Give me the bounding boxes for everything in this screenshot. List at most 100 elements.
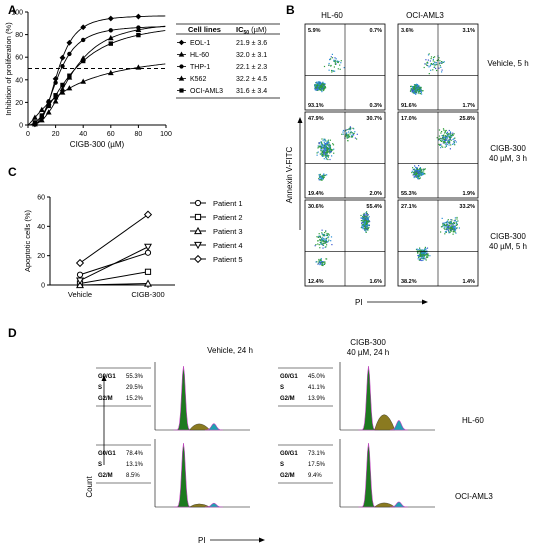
- event-dot: [329, 152, 331, 154]
- event-dot: [456, 221, 458, 223]
- panel-c-y-label: Apoptotic cells (%): [23, 209, 32, 272]
- event-dot: [326, 150, 328, 152]
- event-dot: [365, 213, 367, 215]
- event-dot: [416, 169, 418, 172]
- event-dot: [411, 170, 413, 172]
- event-dot: [329, 149, 331, 151]
- cell-cycle-histograms: G0/G1 55.3% S 29.5% G2/M 15.2% G0/G1 45.0% S 41.1…: [96, 362, 435, 508]
- event-dot: [413, 176, 415, 179]
- event-dot: [444, 131, 446, 133]
- event-dot: [324, 84, 326, 86]
- s-phase-region: [189, 423, 211, 431]
- event-dot: [443, 136, 446, 138]
- event-dot: [418, 88, 420, 90]
- event-dot: [323, 145, 326, 147]
- event-dot: [320, 82, 322, 84]
- dose-response-curve-oci-aml3: [28, 30, 166, 126]
- event-dot: [415, 176, 417, 178]
- event-dot: [347, 135, 349, 137]
- event-dot: [320, 261, 322, 264]
- dose-response-curve-k562: [28, 63, 166, 125]
- event-dot: [415, 86, 417, 88]
- event-dot: [328, 236, 330, 238]
- event-dot: [415, 173, 418, 175]
- legend-label: Patient 5: [213, 255, 243, 264]
- event-dot: [317, 87, 319, 89]
- event-dot: [329, 144, 331, 146]
- event-dot: [442, 142, 444, 144]
- event-dot: [318, 262, 320, 264]
- event-dot: [323, 146, 325, 148]
- event-dot: [325, 237, 328, 239]
- event-dot: [321, 151, 323, 153]
- event-dot: [324, 148, 326, 151]
- event-dot: [412, 171, 414, 173]
- quadrant-upper-right: 3.1%: [462, 28, 475, 34]
- event-dot: [324, 140, 326, 142]
- event-dot: [365, 215, 367, 217]
- event-dot: [418, 89, 420, 91]
- event-dot: [447, 224, 449, 226]
- event-dot: [314, 84, 316, 86]
- event-dot: [444, 141, 446, 143]
- ic50-table: Cell lines IC50 (µM) EOL-1 21.9 ± 3.6 HL-6…: [176, 23, 280, 99]
- histogram-r2-c2: G0/G1 73.1% S 17.5% G2/M 9.4%: [278, 439, 435, 508]
- event-dot: [367, 227, 369, 229]
- event-dot: [419, 174, 421, 176]
- data-point-hl-60: [38, 117, 45, 123]
- event-dot: [419, 175, 421, 177]
- panel-d-col2-header-1: CIGB-300: [350, 338, 386, 347]
- event-dot: [322, 242, 324, 244]
- event-dot: [446, 132, 448, 134]
- event-dot: [455, 232, 457, 234]
- event-dot: [350, 131, 352, 133]
- flow-plot-r2-c2: 17.0% 25.8% 55.3% 1.9%: [397, 111, 479, 199]
- event-dot: [328, 69, 330, 71]
- data-point-eol-1: [107, 15, 114, 22]
- event-dot: [445, 145, 447, 147]
- event-dot: [339, 64, 341, 66]
- event-dot: [366, 217, 368, 219]
- event-dot: [428, 66, 430, 68]
- patient-point-patient-5: [143, 210, 153, 219]
- event-dot: [450, 222, 452, 224]
- event-dot: [440, 66, 442, 68]
- event-dot: [324, 174, 326, 177]
- event-dot: [323, 89, 325, 91]
- event-dot: [326, 144, 328, 146]
- event-dot: [328, 234, 330, 236]
- cell-cycle-stats-box: G0/G1 78.4% S 13.1% G2/M 8.5%: [96, 444, 151, 484]
- event-dot: [441, 135, 443, 137]
- patient-line-patient-4: [79, 246, 149, 282]
- event-dot: [416, 87, 418, 89]
- event-dot: [456, 216, 458, 219]
- event-dot: [363, 212, 365, 215]
- event-dot: [453, 220, 455, 222]
- event-dot: [422, 253, 424, 255]
- event-dot: [353, 128, 355, 130]
- event-dot: [334, 70, 336, 72]
- event-dot: [316, 82, 318, 84]
- data-point-k562: [59, 89, 66, 95]
- event-dot: [427, 65, 429, 67]
- phase-percentage: 73.1%: [308, 451, 326, 457]
- event-dot: [322, 263, 324, 265]
- event-dot: [361, 222, 363, 224]
- count-axis-label: Count: [85, 476, 94, 498]
- event-dot: [314, 245, 316, 247]
- event-dot: [440, 138, 442, 140]
- event-dot: [322, 145, 324, 147]
- panel-d-col1-header: Vehicle, 24 h: [207, 346, 253, 355]
- event-dot: [367, 225, 369, 227]
- event-dot: [450, 226, 452, 228]
- event-dot: [360, 214, 362, 217]
- event-dot: [421, 257, 423, 259]
- event-dot: [412, 88, 414, 91]
- data-point-thp-1: [67, 51, 72, 57]
- event-dot: [349, 129, 351, 131]
- event-dot: [420, 91, 422, 93]
- phase-percentage: 13.1%: [126, 462, 144, 468]
- event-dot: [324, 153, 326, 156]
- flow-plot-r3-c2: 27.1% 33.2% 38.2% 1.4%: [397, 199, 479, 287]
- event-dot: [429, 60, 431, 62]
